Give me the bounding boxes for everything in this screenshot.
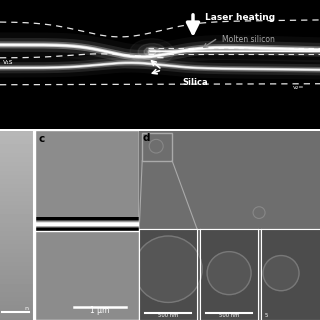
Text: n: n [25,307,28,311]
Text: Laser heating: Laser heating [205,13,275,22]
Ellipse shape [148,50,156,54]
Text: Silica: Silica [182,78,208,87]
Text: d: d [142,132,150,142]
Text: v₂=: v₂= [293,85,305,90]
Text: v₁s: v₁s [3,59,13,65]
Circle shape [134,236,202,302]
Text: 500 nm: 500 nm [219,313,239,318]
Text: 500 nm: 500 nm [158,313,178,318]
Circle shape [263,256,299,291]
Ellipse shape [138,44,166,60]
Ellipse shape [144,47,160,57]
Text: Molten silicon: Molten silicon [222,35,275,44]
Text: 1 μm: 1 μm [90,306,110,315]
Text: c: c [39,134,45,144]
Bar [142,132,172,161]
Circle shape [207,252,251,295]
Text: 5: 5 [265,313,268,318]
